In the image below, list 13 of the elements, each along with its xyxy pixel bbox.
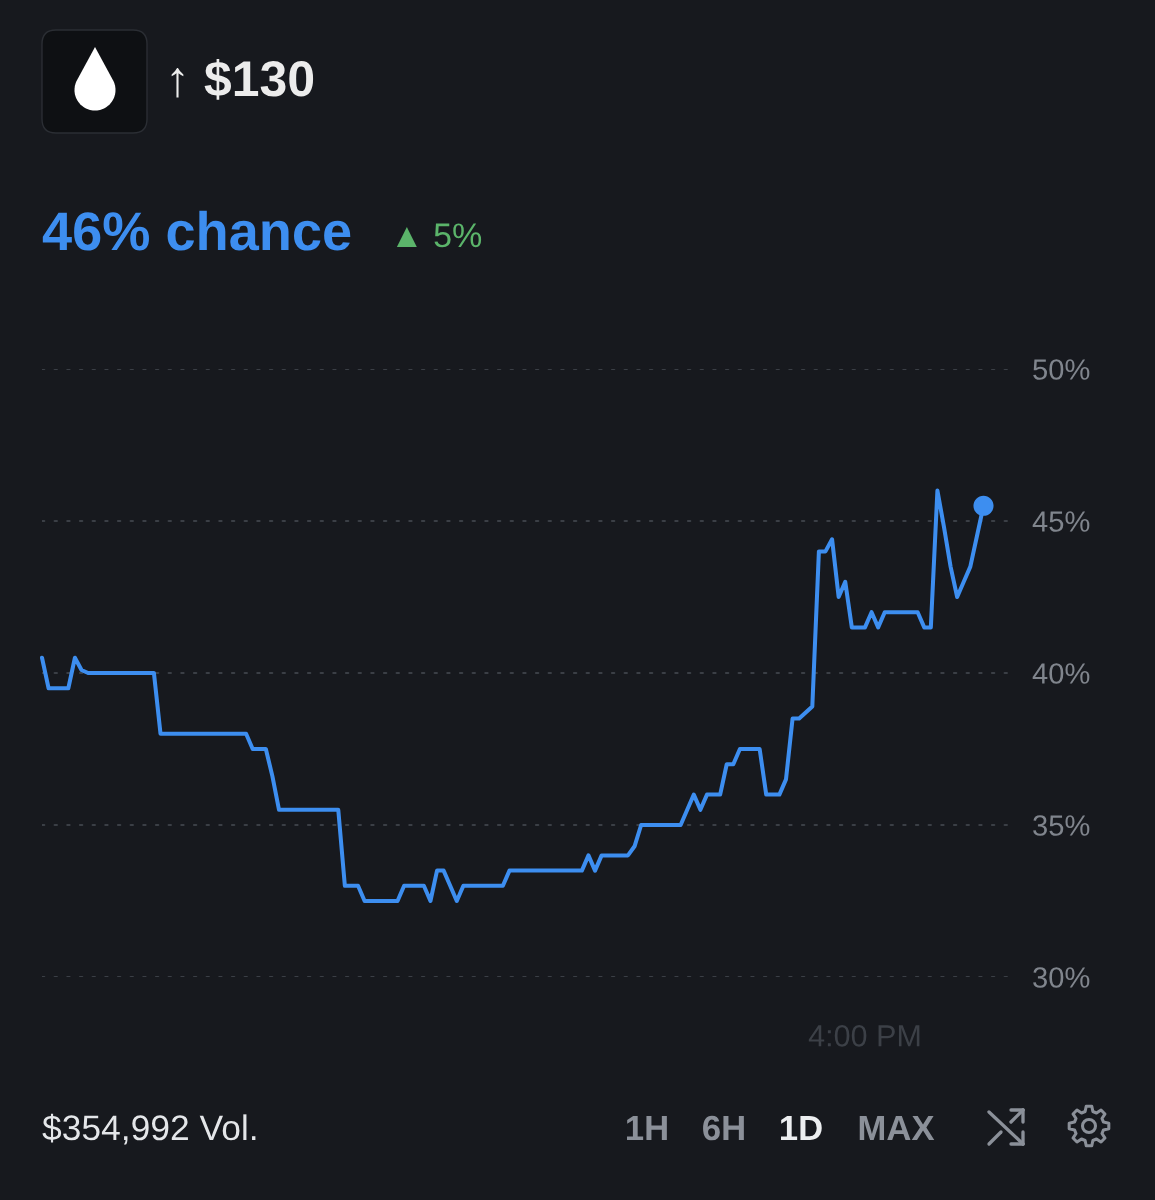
chart-title: 46% chance bbox=[42, 210, 351, 251]
text: $354,992 Vol. bbox=[42, 1113, 256, 1145]
y-tick-label: 40% bbox=[1032, 663, 1090, 684]
text: ▲ 5% bbox=[396, 223, 482, 248]
text: MAX bbox=[859, 1116, 935, 1140]
text: 6H bbox=[703, 1115, 744, 1141]
text: ↑ $130 bbox=[171, 58, 314, 100]
y-tick-label: 50% bbox=[1033, 359, 1090, 380]
text: 1H bbox=[626, 1116, 667, 1140]
y-tick-label: 30% bbox=[1033, 967, 1090, 988]
text: 1D bbox=[780, 1116, 822, 1140]
y-tick-label: 35% bbox=[1033, 815, 1090, 836]
y-tick-label: 45% bbox=[1032, 511, 1090, 532]
